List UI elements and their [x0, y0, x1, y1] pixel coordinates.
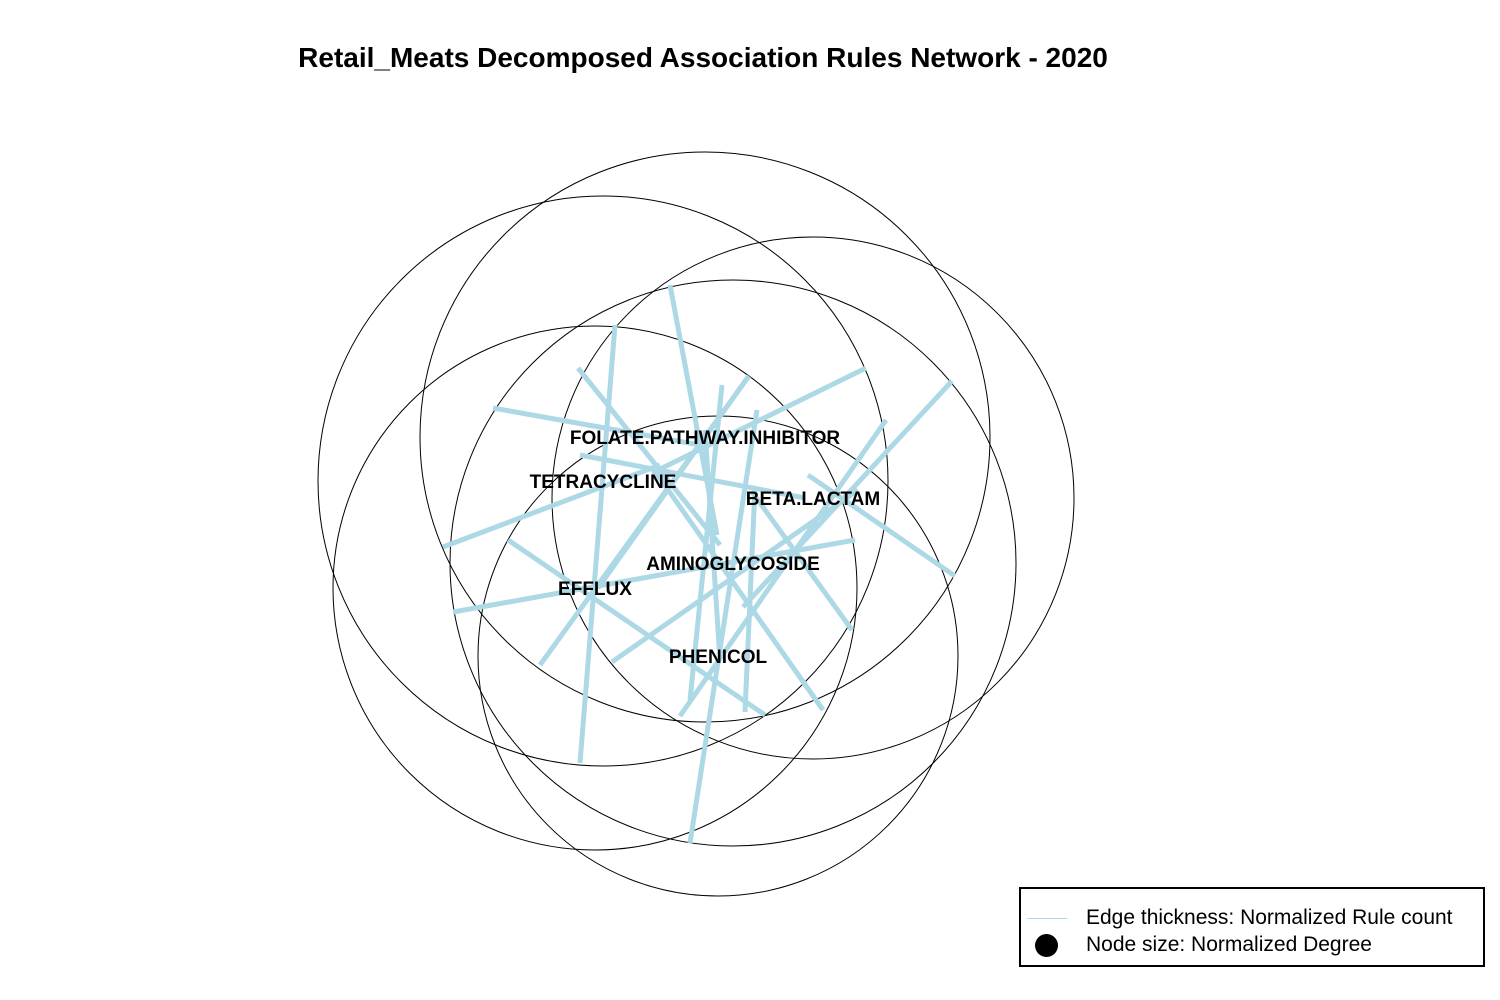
- legend-row-edge: Edge thickness: Normalized Rule count: [1021, 905, 1483, 931]
- network-edge: [806, 472, 957, 579]
- network-edge: [442, 462, 661, 550]
- network-edge: [742, 486, 758, 713]
- network-edge: [537, 374, 752, 667]
- node-dot-icon: [1035, 934, 1058, 957]
- node-circle-beta-lactam: [551, 236, 1075, 760]
- node-circle-efflux: [332, 325, 858, 851]
- edge-line-icon: [1027, 918, 1067, 919]
- network-edge: [687, 409, 760, 844]
- legend-row-node: Node size: Normalized Degree: [1021, 932, 1483, 958]
- node-label-phenicol: PHENICOL: [669, 647, 768, 668]
- network-edge: [576, 366, 722, 547]
- network-edge: [492, 405, 701, 448]
- chart-title: Retail_Meats Decomposed Association Rule…: [298, 42, 1108, 73]
- node-label-folate: FOLATE.PATHWAY.INHIBITOR: [570, 428, 841, 449]
- network-edge: [702, 429, 723, 661]
- legend-edge-label: Edge thickness: Normalized Rule count: [1086, 906, 1453, 929]
- legend: Edge thickness: Normalized Rule count No…: [1019, 887, 1485, 967]
- node-circle-aminoglycoside: [449, 279, 1017, 847]
- network-edge: [579, 452, 806, 501]
- network-edges: [442, 284, 957, 844]
- network-edge: [687, 384, 725, 701]
- network-edge: [677, 418, 889, 718]
- node-labels: FOLATE.PATHWAY.INHIBITOR TETRACYCLINE BETA…: [530, 428, 881, 668]
- node-circle-folate: [419, 151, 991, 723]
- network-edge: [741, 379, 954, 609]
- node-label-aminoglycoside: AMINOGLYCOSIDE: [646, 554, 820, 575]
- network-edge: [649, 465, 826, 712]
- node-label-efflux: EFFLUX: [558, 579, 632, 600]
- node-circles: [317, 151, 1075, 897]
- legend-node-label: Node size: Normalized Degree: [1086, 933, 1372, 956]
- network-edge: [452, 537, 856, 615]
- network-edge: [749, 490, 855, 632]
- network-edge: [650, 365, 868, 476]
- network-edge: [577, 324, 618, 764]
- network-edge: [506, 537, 767, 718]
- node-circle-tetracycline: [317, 195, 889, 767]
- node-label-tetracycline: TETRACYCLINE: [530, 472, 677, 493]
- node-label-beta-lactam: BETA.LACTAM: [746, 489, 880, 510]
